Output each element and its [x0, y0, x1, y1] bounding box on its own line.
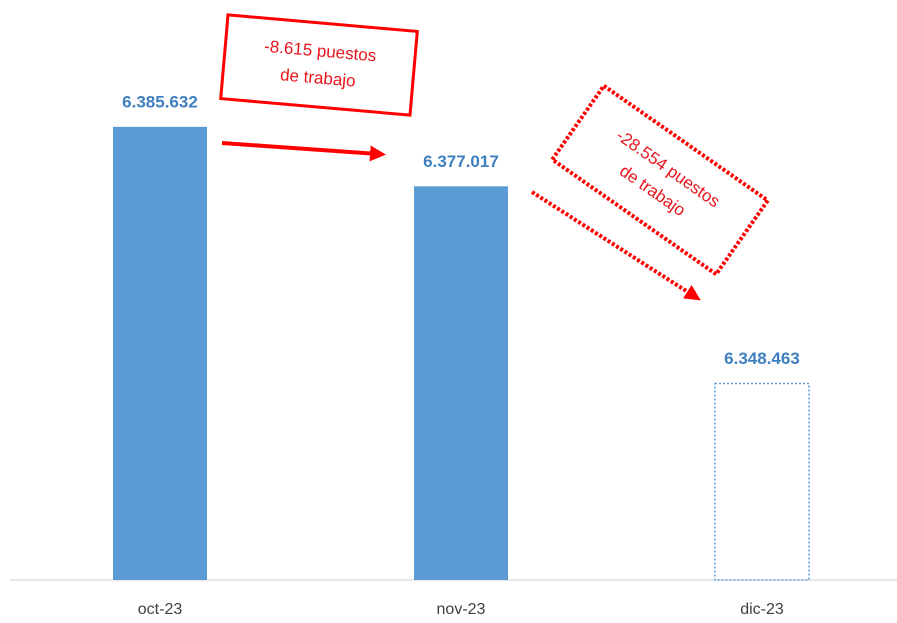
- bar: [714, 382, 810, 581]
- x-tick-label: oct-23: [138, 601, 183, 618]
- annotation-box: -8.615 puestos de trabajo: [219, 13, 419, 117]
- value-label: 6.385.632: [122, 92, 198, 111]
- x-tick-label: dic-23: [740, 601, 784, 618]
- annotation-box: -28.554 puestos de trabajo: [549, 82, 771, 278]
- value-label: 6.377.017: [423, 152, 499, 171]
- value-label: 6.348.463: [724, 349, 800, 368]
- annotation-frame: [549, 82, 771, 278]
- x-tick-label: nov-23: [437, 601, 486, 618]
- arrow: [221, 141, 386, 162]
- annotation-frame: [219, 13, 419, 117]
- bar: [113, 126, 207, 581]
- bar: [414, 186, 508, 580]
- arrow: [530, 190, 701, 301]
